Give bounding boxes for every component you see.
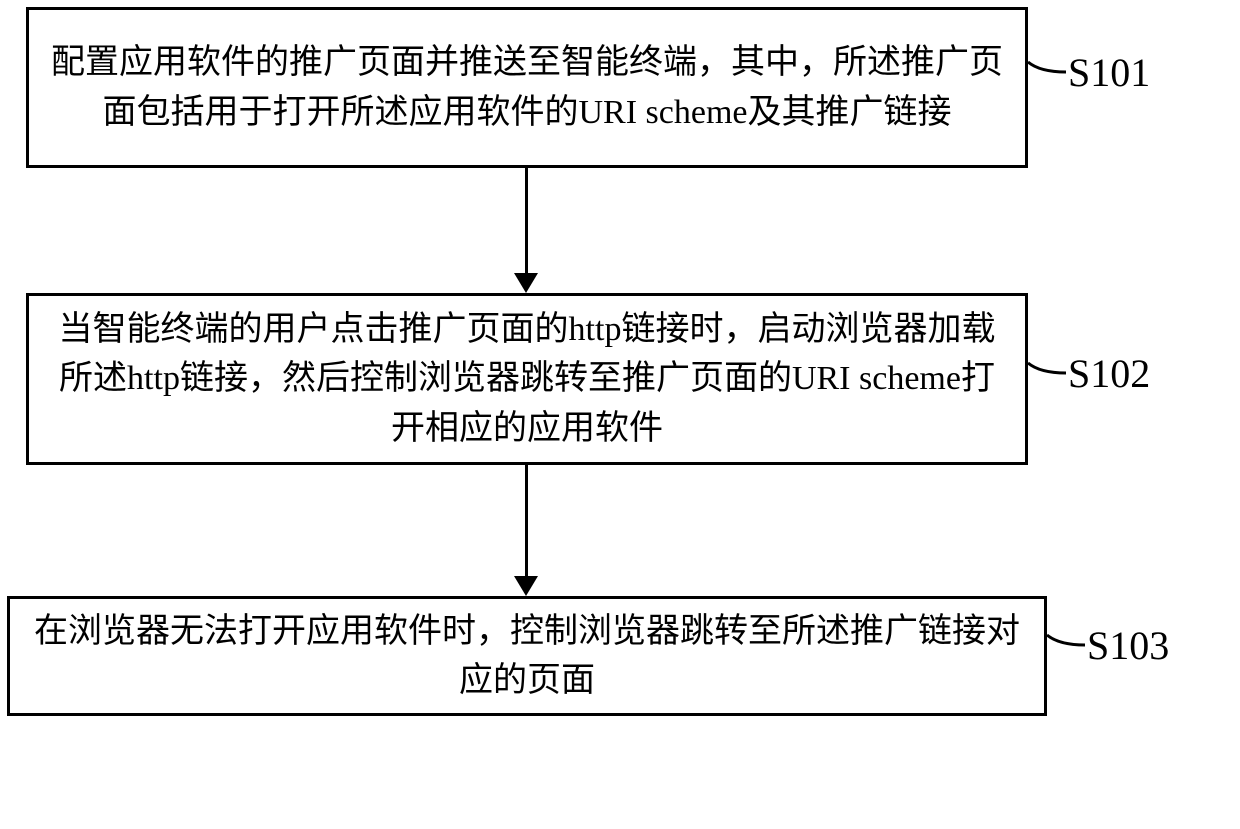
flow-label-s103: S103: [1087, 622, 1169, 669]
flow-arrow-line: [525, 465, 528, 576]
flow-node-s101: 配置应用软件的推广页面并推送至智能终端，其中，所述推广页面包括用于打开所述应用软…: [26, 7, 1028, 168]
flow-node-text: 配置应用软件的推广页面并推送至智能终端，其中，所述推广页面包括用于打开所述应用软…: [47, 38, 1007, 137]
flow-node-text: 当智能终端的用户点击推广页面的http链接时，启动浏览器加载所述http链接，然…: [47, 305, 1007, 453]
flow-arrow-head: [514, 576, 538, 596]
flow-arrow-head: [514, 273, 538, 293]
flow-label-s101: S101: [1068, 49, 1150, 96]
flow-node-s103: 在浏览器无法打开应用软件时，控制浏览器跳转至所述推广链接对应的页面: [7, 596, 1047, 716]
leader-line-s103: [1047, 635, 1087, 657]
leader-line-s101: [1028, 62, 1068, 84]
flow-label-s102: S102: [1068, 350, 1150, 397]
flow-node-s102: 当智能终端的用户点击推广页面的http链接时，启动浏览器加载所述http链接，然…: [26, 293, 1028, 465]
flow-node-text: 在浏览器无法打开应用软件时，控制浏览器跳转至所述推广链接对应的页面: [28, 607, 1026, 706]
leader-line-s102: [1028, 363, 1068, 385]
flow-arrow-line: [525, 168, 528, 273]
flowchart-canvas: 配置应用软件的推广页面并推送至智能终端，其中，所述推广页面包括用于打开所述应用软…: [0, 0, 1240, 829]
